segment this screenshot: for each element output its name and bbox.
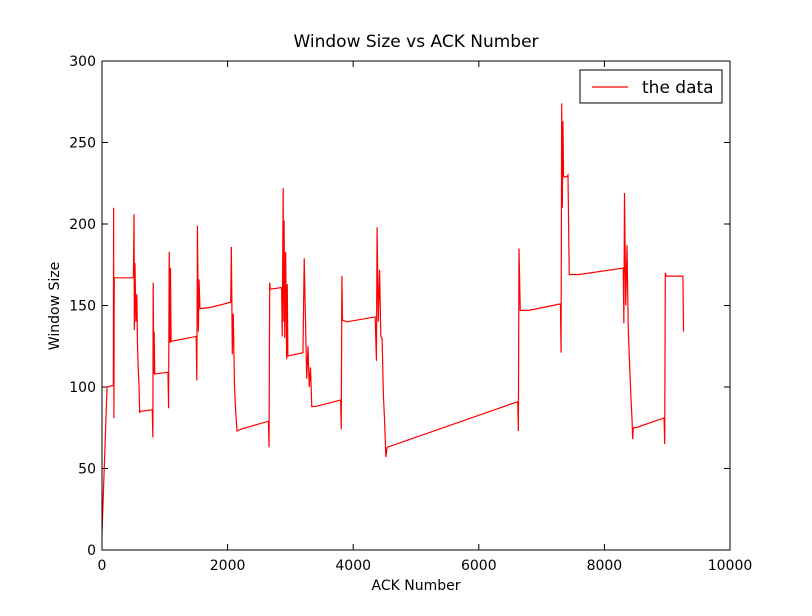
y-tick-label: 300 [69,54,96,70]
legend-label: the data [642,78,714,98]
chart-title: Window Size vs ACK Number [293,32,538,52]
x-tick-label: 8000 [587,558,623,574]
y-tick-label: 50 [78,462,96,478]
x-tick-label: 2000 [210,558,246,574]
x-axis-label: ACK Number [372,578,461,594]
y-tick-label: 100 [69,380,96,396]
x-tick-label: 6000 [461,558,497,574]
plot-frame [101,60,731,551]
y-tick-label: 250 [69,136,96,152]
y-tick-label: 0 [87,543,96,559]
y-tick-label: 150 [69,299,96,315]
y-axis-label: Window Size [47,262,63,350]
x-tick-label: 10000 [708,558,753,574]
data-line [101,103,685,534]
y-tick-label: 200 [69,217,96,233]
x-tick-label: 0 [98,558,107,574]
x-tick-label: 4000 [335,558,371,574]
